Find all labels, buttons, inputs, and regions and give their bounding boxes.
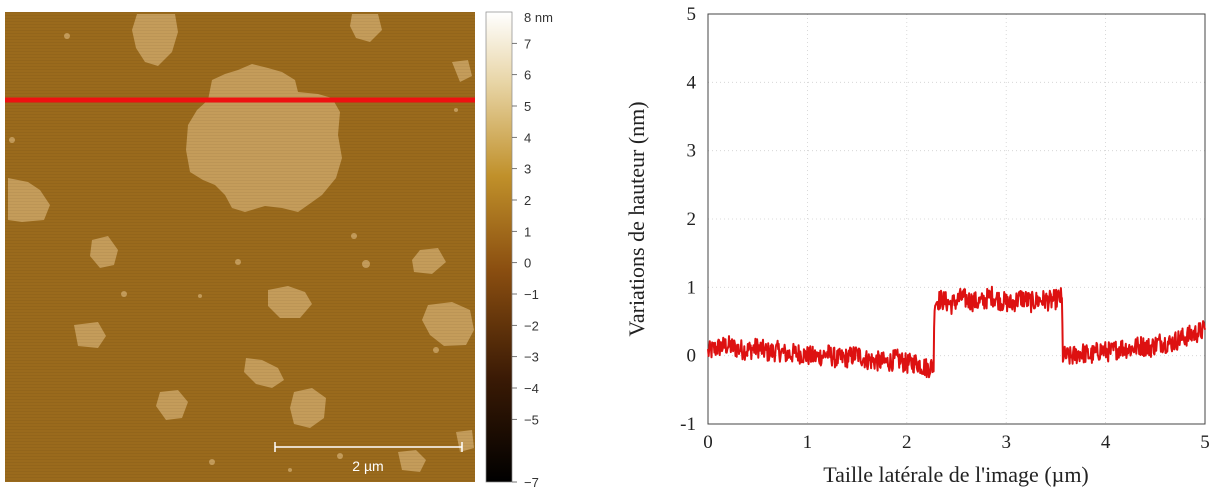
scale-bar: 2 µm	[274, 442, 463, 474]
colorbar-ticks: 7 6 5 4 3 2 1 0 −1 −2 −3 −4 −5 −7	[512, 36, 539, 490]
y-tick-label: 5	[687, 4, 697, 25]
colorbar-tick-label: 0	[524, 256, 531, 271]
colorbar-tick-label: 2	[524, 193, 531, 208]
colorbar-tick-label: −2	[524, 318, 539, 333]
y-axis-label: Variations de hauteur (nm)	[624, 101, 649, 336]
y-tick-label: 0	[687, 346, 697, 367]
height-profile-chart: 0 1 2 3 4 5 -1 0 1 2 3 4 5 Taille latérale de l'imag…	[624, 4, 1210, 487]
colorbar-tick-label: 6	[524, 68, 531, 83]
y-tick-label: 4	[687, 72, 697, 93]
scan-texture	[5, 12, 475, 482]
y-tick-label: 1	[687, 277, 697, 298]
y-tick-label: 3	[687, 141, 697, 162]
colorbar-tick-label: −1	[524, 287, 539, 302]
colorbar-tick-label: 7	[524, 36, 531, 51]
axis-ticks: 0 1 2 3 4 5 -1 0 1 2 3 4 5	[680, 4, 1210, 453]
x-tick-label: 3	[1001, 432, 1011, 453]
colorbar: 8 nm 7 6 5 4 3 2 1 0 −1 −2 −3 −4 −5 −7	[485, 10, 553, 490]
colorbar-gradient	[485, 11, 513, 483]
chart-grid	[707, 13, 1206, 425]
x-tick-label: 5	[1200, 432, 1210, 453]
x-tick-label: 1	[803, 432, 813, 453]
colorbar-tick-label: 1	[524, 224, 531, 239]
afm-height-image-panel: 2 µm 8 nm 7 6 5 4 3 2 1 0 −1 −2 −3 −4 −5 −7	[5, 10, 553, 490]
scale-bar-label: 2 µm	[352, 458, 383, 474]
colorbar-tick-label: −7	[524, 475, 539, 490]
plot-frame	[707, 13, 1206, 425]
colorbar-tick-label: −5	[524, 412, 539, 427]
x-tick-label: 4	[1101, 432, 1111, 453]
colorbar-unit-label: 8 nm	[524, 10, 553, 25]
x-axis-label: Taille latérale de l'image (µm)	[823, 462, 1089, 487]
colorbar-tick-label: −3	[524, 350, 539, 365]
y-tick-label: -1	[680, 414, 696, 435]
colorbar-tick-label: −4	[524, 381, 539, 396]
colorbar-tick-label: 3	[524, 162, 531, 177]
height-profile-line	[707, 285, 1206, 379]
colorbar-tick-label: 5	[524, 99, 531, 114]
x-tick-label: 0	[703, 432, 713, 453]
y-tick-label: 2	[687, 209, 697, 230]
colorbar-tick-label: 4	[524, 130, 531, 145]
x-tick-label: 2	[902, 432, 912, 453]
